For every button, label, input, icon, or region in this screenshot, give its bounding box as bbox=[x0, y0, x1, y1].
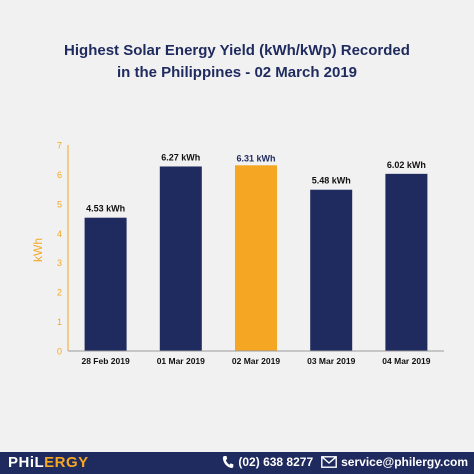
data-label-1: 4.53 kWh bbox=[86, 204, 125, 214]
y-axis: 0 1 2 3 4 5 6 7 bbox=[57, 141, 69, 357]
data-label-5: 6.02 kWh bbox=[387, 160, 426, 170]
y-tick-label: 0 bbox=[57, 347, 62, 357]
data-label-3: 6.31 kWh bbox=[236, 153, 275, 163]
bar-1 bbox=[84, 217, 127, 351]
bar-2 bbox=[159, 166, 202, 351]
phone-icon bbox=[223, 456, 234, 468]
x-tick-label-5: 04 Mar 2019 bbox=[382, 356, 430, 366]
chart-title: Highest Solar Energy Yield (kWh/kWp) Rec… bbox=[0, 40, 474, 84]
data-labels-group: 4.53 kWh 6.27 kWh 6.31 kWh 5.48 kWh 6.02 kWh bbox=[86, 152, 426, 213]
y-tick-label: 1 bbox=[57, 317, 62, 327]
y-tick-label: 5 bbox=[57, 199, 62, 209]
bar-4 bbox=[310, 189, 353, 351]
phone-number[interactable]: (02) 638 8277 bbox=[238, 455, 314, 469]
bar-5 bbox=[385, 173, 428, 351]
envelope-icon bbox=[321, 456, 338, 468]
contact-info: (02) 638 8277 service@philergy.com bbox=[214, 455, 468, 469]
y-tick-label: 6 bbox=[57, 170, 62, 180]
y-tick-label: 4 bbox=[57, 229, 62, 239]
chart-title-line-1: Highest Solar Energy Yield (kWh/kWp) Rec… bbox=[64, 42, 410, 59]
y-tick-label: 7 bbox=[57, 141, 62, 151]
bar-chart: 4.53 kWh 6.27 kWh 6.31 kWh 5.48 kWh 6.02 kWh… bbox=[31, 141, 444, 366]
bar-3 bbox=[235, 165, 277, 351]
x-tick-label-2: 01 Mar 2019 bbox=[157, 356, 205, 366]
brand-main-text: PHiL bbox=[8, 454, 45, 471]
data-label-2: 6.27 kWh bbox=[161, 152, 200, 162]
x-tick-label-1: 28 Feb 2019 bbox=[81, 356, 129, 366]
email-address[interactable]: service@philergy.com bbox=[341, 455, 468, 469]
x-axis: 28 Feb 2019 01 Mar 2019 02 Mar 2019 03 Mar … bbox=[68, 350, 444, 366]
x-tick-label-3: 02 Mar 2019 bbox=[232, 356, 280, 366]
y-tick-label: 2 bbox=[57, 288, 62, 298]
bars-group bbox=[84, 165, 428, 351]
brand-accent-text: ERGY bbox=[44, 454, 89, 471]
footer-bar: PHiLERGY (02) 638 8277 service@philergy.… bbox=[0, 452, 474, 474]
y-axis-label: kWh bbox=[31, 238, 45, 262]
y-tick-label: 3 bbox=[57, 258, 62, 268]
chart-title-line-2: in the Philippines - 02 March 2019 bbox=[116, 64, 358, 81]
data-label-4: 5.48 kWh bbox=[312, 176, 351, 186]
brand-logo: PHiLERGY bbox=[8, 454, 89, 471]
x-tick-label-4: 03 Mar 2019 bbox=[307, 356, 355, 366]
